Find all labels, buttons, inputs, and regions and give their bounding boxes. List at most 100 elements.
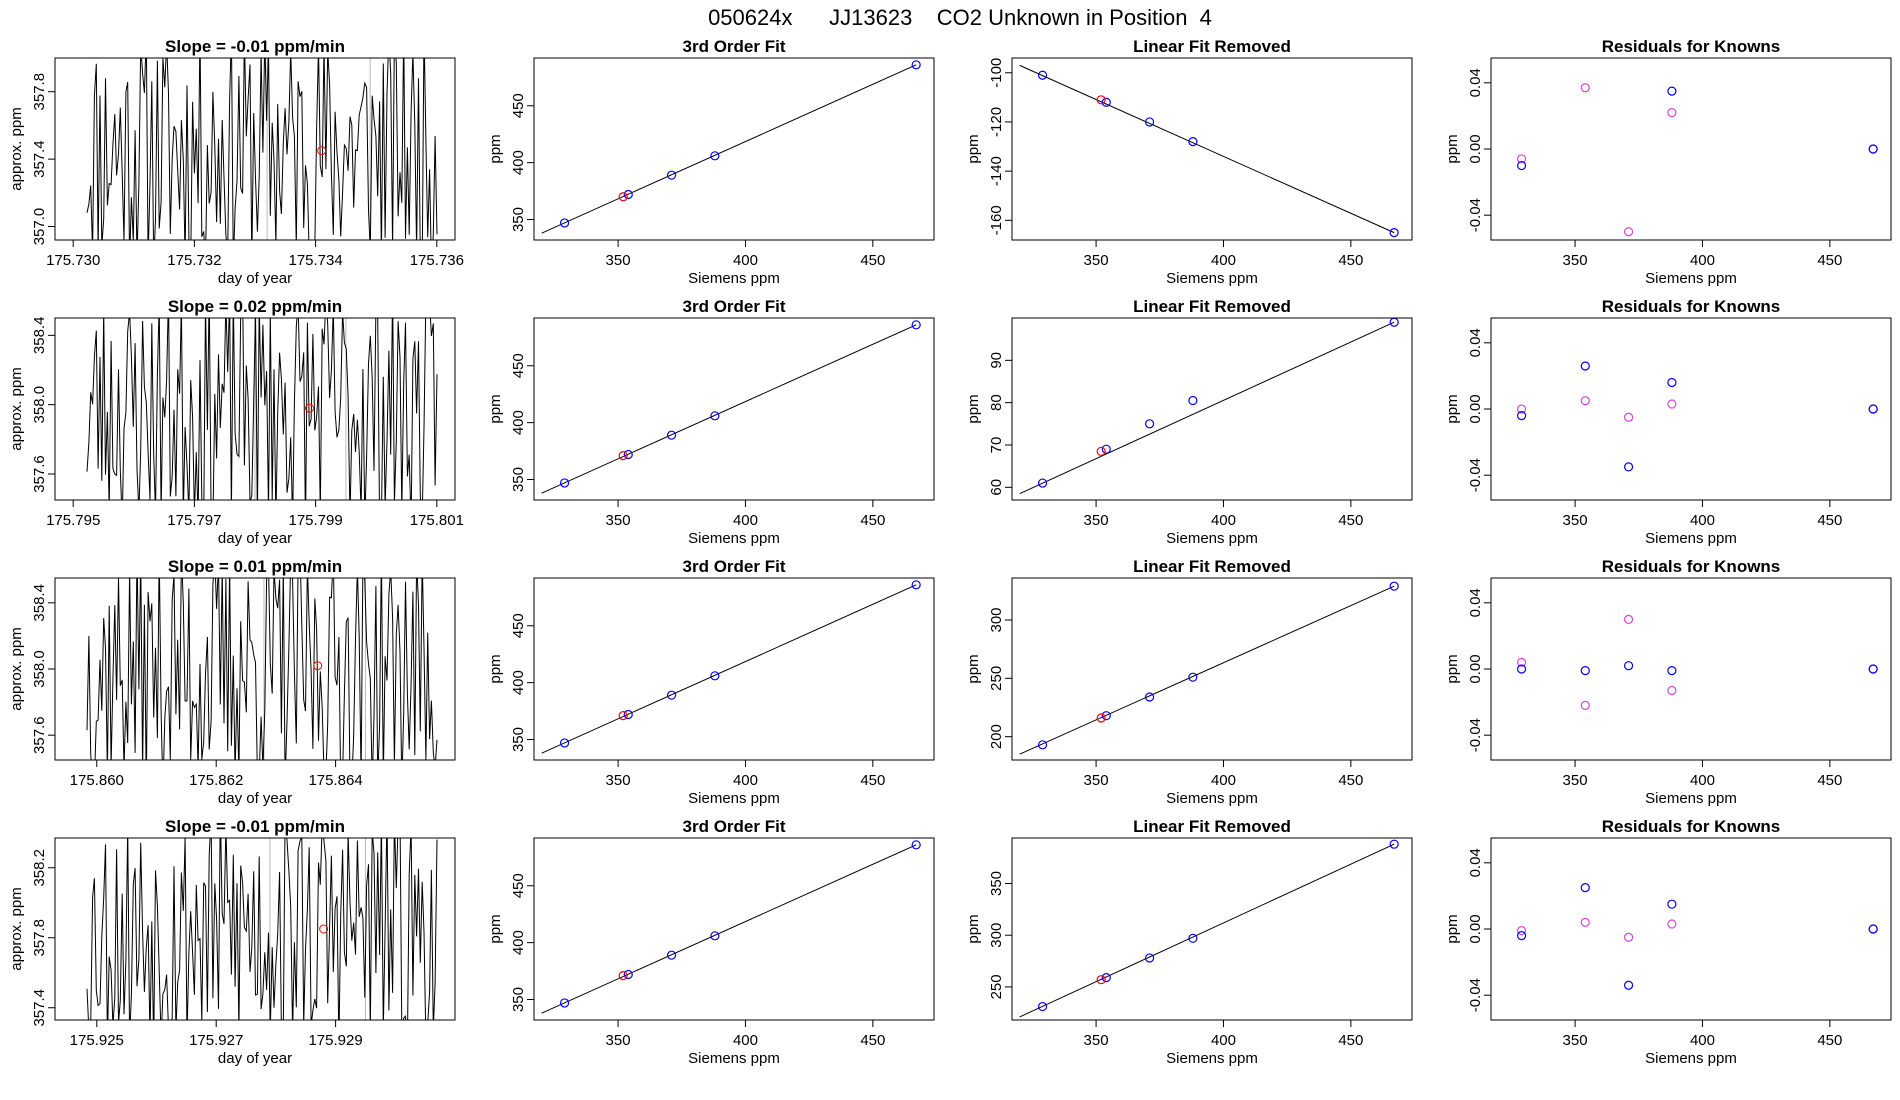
- panel-residuals-row1: Residuals for Knowns 350 400 450 -0.04 0.00 0.…: [1444, 37, 1892, 287]
- residual-point-alt: [1667, 107, 1677, 118]
- unknown-point: [1096, 713, 1106, 723]
- plot-frame: [54, 317, 456, 501]
- known-point: [1144, 419, 1155, 429]
- y-tick-label: 450: [510, 93, 527, 118]
- known-point: [1623, 462, 1634, 472]
- known-point: [1623, 661, 1634, 671]
- plot-area: [1516, 83, 1878, 237]
- unknown-point: [618, 971, 628, 981]
- y-tick-label: -0.04: [1467, 978, 1484, 1012]
- plot-frame: [1490, 57, 1892, 241]
- known-point: [911, 580, 921, 590]
- x-tick-label: 450: [860, 772, 885, 789]
- y-tick-label: -140: [988, 156, 1005, 186]
- y-tick-label: 400: [510, 410, 527, 435]
- x-axis-label: Siemens ppm: [1166, 270, 1258, 287]
- y-tick-label: 350: [510, 467, 527, 492]
- x-tick-label: 400: [1211, 512, 1236, 529]
- y-tick-label: 357.6: [31, 455, 48, 493]
- fit-line: [541, 64, 917, 234]
- panel-title: Residuals for Knowns: [1602, 37, 1781, 56]
- known-point: [1623, 980, 1634, 990]
- known-point: [1037, 70, 1048, 80]
- y-tick-label: -160: [988, 205, 1005, 235]
- unknown-point: [1096, 95, 1106, 105]
- known-point: [1144, 953, 1155, 963]
- y-tick-label: 300: [988, 923, 1005, 948]
- panel-fit-row2: 3rd Order Fit 350 400 450 350 400 450 Siemens p…: [487, 297, 935, 547]
- plot-area: [541, 840, 921, 1014]
- x-tick-label: 400: [1211, 772, 1236, 789]
- x-tick-label: 350: [606, 252, 631, 269]
- panel-title: Linear Fit Removed: [1133, 557, 1291, 576]
- x-tick-label: 450: [1338, 512, 1363, 529]
- plot-frame: [54, 57, 456, 241]
- x-tick-label: 175.795: [46, 512, 100, 529]
- known-point: [666, 430, 677, 440]
- panel-residuals-row4: Residuals for Knowns 350 400 450 -0.04 0.00 0.…: [1444, 817, 1892, 1067]
- y-tick-label: 200: [988, 724, 1005, 749]
- y-tick-label: 357.6: [31, 716, 48, 754]
- x-tick-label: 350: [1563, 252, 1588, 269]
- residual-point-alt: [1623, 932, 1634, 942]
- known-point: [1101, 711, 1111, 721]
- known-point: [559, 738, 570, 748]
- x-tick-label: 350: [606, 512, 631, 529]
- panel-title: Residuals for Knowns: [1602, 297, 1781, 316]
- x-tick-label: 350: [1084, 512, 1109, 529]
- x-axis-label: Siemens ppm: [1645, 530, 1737, 547]
- y-tick-label: 357.4: [31, 140, 48, 178]
- known-point: [559, 478, 570, 488]
- unknown-point: [618, 711, 628, 721]
- fit-line: [1019, 843, 1395, 1018]
- plot-frame: [533, 57, 935, 241]
- known-point: [1580, 666, 1590, 676]
- y-tick-label: -100: [988, 58, 1005, 88]
- plot-area: [1516, 614, 1878, 711]
- y-tick-label: 250: [988, 666, 1005, 691]
- residual-point-alt: [1667, 685, 1677, 696]
- measurement-trace: [86, 838, 438, 1020]
- panel-title: Slope = 0.01 ppm/min: [168, 557, 342, 576]
- fit-line: [541, 844, 917, 1014]
- y-tick-label: -120: [988, 107, 1005, 137]
- plot-area: [86, 58, 438, 240]
- y-tick-label: 0.04: [1467, 848, 1484, 877]
- panel-title: Slope = -0.01 ppm/min: [165, 817, 345, 836]
- known-point: [1389, 839, 1399, 849]
- known-point: [559, 218, 570, 228]
- plot-frame: [1490, 317, 1892, 501]
- panel-fit-row4: 3rd Order Fit 350 400 450 350 400 450 Siemens p…: [487, 817, 935, 1067]
- panel-residuals-row3: Residuals for Knowns 350 400 450 -0.04 0.00 0.…: [1444, 557, 1892, 807]
- y-axis-label: ppm: [487, 134, 504, 163]
- known-point: [1667, 86, 1677, 96]
- known-point: [1389, 228, 1399, 238]
- y-tick-label: 0.00: [1467, 394, 1484, 423]
- residual-point-alt: [1623, 614, 1634, 624]
- residual-point-alt: [1667, 919, 1677, 929]
- fit-line: [1019, 64, 1395, 234]
- residual-point-alt: [1580, 83, 1590, 93]
- residual-point-alt: [1580, 396, 1590, 406]
- x-axis-label: day of year: [218, 1050, 292, 1067]
- x-axis-label: Siemens ppm: [1645, 790, 1737, 807]
- panel-linear-removed-row2: Linear Fit Removed 350 400 450 60 70 80 90 Sieme…: [965, 297, 1413, 547]
- plot-area: [1019, 64, 1399, 238]
- known-point: [1868, 664, 1878, 674]
- x-tick-label: 175.732: [167, 252, 221, 269]
- x-axis-label: day of year: [218, 270, 292, 287]
- y-tick-label: 358.2: [31, 849, 48, 887]
- y-tick-label: 357.0: [31, 208, 48, 246]
- plot-area: [86, 838, 438, 1020]
- y-tick-label: 400: [510, 930, 527, 955]
- y-tick-label: 350: [510, 727, 527, 752]
- x-tick-label: 350: [1563, 512, 1588, 529]
- y-axis-label: ppm: [965, 394, 982, 423]
- x-tick-label: 400: [733, 1032, 758, 1049]
- fit-line: [1019, 321, 1395, 495]
- x-tick-label: 175.864: [308, 772, 362, 789]
- known-point: [623, 969, 633, 980]
- known-point: [911, 60, 921, 70]
- x-tick-label: 175.925: [70, 1032, 124, 1049]
- x-tick-label: 400: [1690, 1032, 1715, 1049]
